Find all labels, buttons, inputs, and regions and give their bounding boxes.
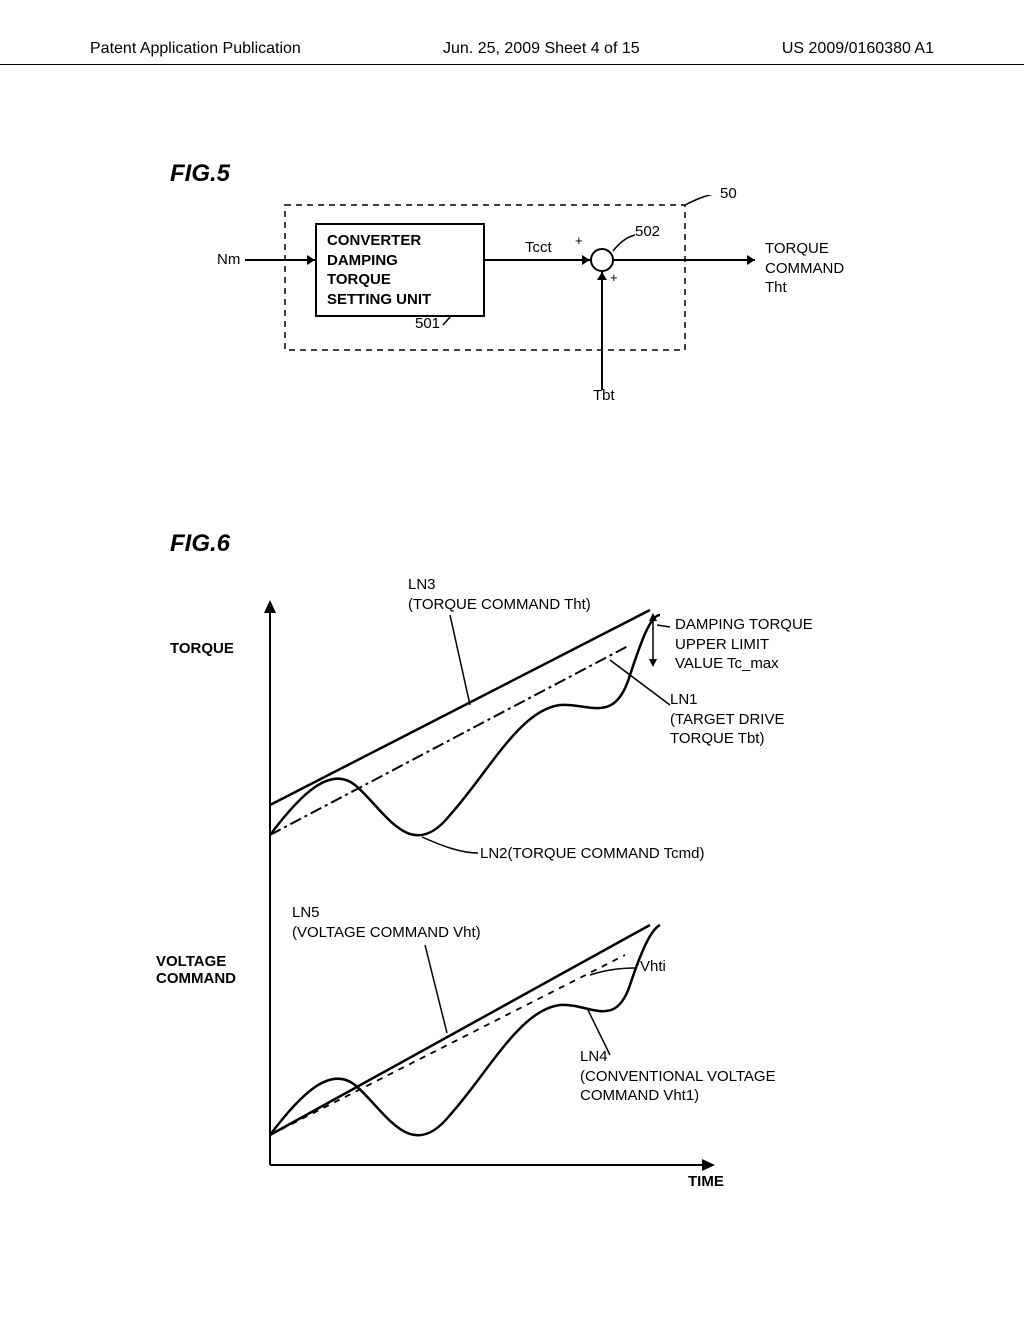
ln3-leader xyxy=(450,615,470,705)
arrowhead-tcct xyxy=(582,255,590,265)
block-text: CONVERTER DAMPING TORQUE SETTING UNIT xyxy=(327,232,431,308)
header-right: US 2009/0160380 A1 xyxy=(782,40,934,58)
ln1-label: LN1 (TARGET DRIVE TORQUE Tbt) xyxy=(670,690,784,749)
arrowhead-tbt xyxy=(597,272,607,280)
leader-502 xyxy=(613,235,635,251)
time-axis-label: TIME xyxy=(688,1173,724,1190)
page-header: Patent Application Publication Jun. 25, … xyxy=(0,40,1024,65)
output-label: TORQUE COMMAND Tht xyxy=(765,239,895,298)
ln4-label: LN4 (CONVENTIONAL VOLTAGE COMMAND Vht1) xyxy=(580,1047,776,1106)
plus-2: + xyxy=(610,270,618,285)
fig5-diagram: CONVERTER DAMPING TORQUE SETTING UNIT Nm… xyxy=(215,195,895,395)
damping-arrow-down xyxy=(649,659,657,667)
y-arrowhead xyxy=(264,600,276,613)
tcct-label: Tcct xyxy=(525,239,552,256)
arrowhead-output xyxy=(747,255,755,265)
fig6-chart: TORQUE VOLTAGE COMMAND TIME LN3 (TORQUE … xyxy=(150,575,920,1215)
ln5-label: LN5 (VOLTAGE COMMAND Vht) xyxy=(292,903,481,942)
ref-501: 501 xyxy=(415,315,440,332)
arrowhead-nm xyxy=(307,255,315,265)
ln2-label: LN2(TORQUE COMMAND Tcmd) xyxy=(480,845,704,862)
plus-1: + xyxy=(575,233,583,248)
ln3-label: LN3 (TORQUE COMMAND Tht) xyxy=(408,575,591,614)
header-left: Patent Application Publication xyxy=(90,40,301,58)
ln2-leader xyxy=(422,837,478,853)
ln1-line xyxy=(270,645,630,835)
vhti-line xyxy=(270,955,625,1135)
ref-502: 502 xyxy=(635,223,660,240)
ref-50: 50 xyxy=(720,185,737,202)
nm-label: Nm xyxy=(217,251,240,268)
ln5-leader xyxy=(425,945,447,1033)
vhti-leader xyxy=(590,968,635,975)
fig6-title: FIG.6 xyxy=(170,530,230,558)
vhti-label: Vhti xyxy=(640,958,666,975)
damping-label: DAMPING TORQUE UPPER LIMIT VALUE Tc_max xyxy=(675,615,813,674)
converter-block: CONVERTER DAMPING TORQUE SETTING UNIT xyxy=(315,223,485,317)
summing-junction xyxy=(590,248,614,272)
x-arrowhead xyxy=(702,1159,715,1171)
fig5-title: FIG.5 xyxy=(170,160,230,188)
header-center: Jun. 25, 2009 Sheet 4 of 15 xyxy=(443,40,640,58)
voltage-axis-label: VOLTAGE COMMAND xyxy=(156,953,236,987)
leader-50 xyxy=(685,195,720,205)
tbt-label: Tbt xyxy=(593,387,615,404)
torque-axis-label: TORQUE xyxy=(170,640,234,657)
ln2-curve xyxy=(270,615,660,835)
damping-leader xyxy=(657,625,670,627)
